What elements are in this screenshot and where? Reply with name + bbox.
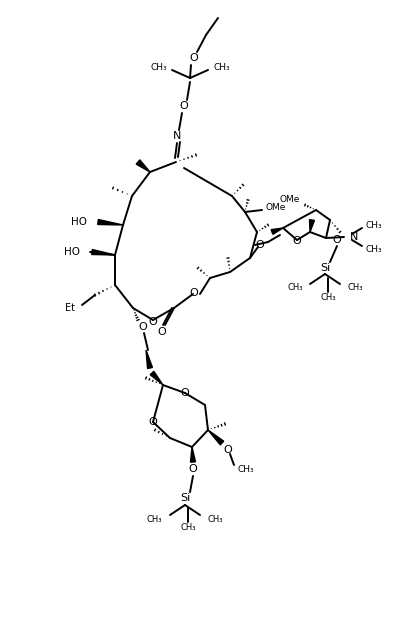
Text: O: O	[190, 288, 198, 298]
Text: OMe: OMe	[266, 202, 286, 212]
Polygon shape	[310, 220, 314, 232]
Text: Si: Si	[180, 493, 190, 503]
Polygon shape	[136, 160, 150, 172]
Text: O: O	[293, 236, 301, 246]
Text: O: O	[149, 417, 157, 427]
Polygon shape	[271, 228, 283, 234]
Text: CH₃: CH₃	[147, 515, 162, 523]
Text: O: O	[149, 317, 157, 327]
Text: HO: HO	[64, 247, 80, 257]
Text: HO: HO	[71, 217, 87, 227]
Text: O: O	[180, 101, 188, 111]
Text: CH₃: CH₃	[237, 466, 253, 475]
Text: Si: Si	[320, 263, 330, 273]
Text: O: O	[255, 240, 264, 250]
Text: CH₃: CH₃	[213, 63, 230, 71]
Text: O: O	[139, 322, 147, 332]
Polygon shape	[92, 250, 115, 255]
Polygon shape	[208, 430, 224, 445]
Text: CH₃: CH₃	[347, 282, 362, 292]
Text: O: O	[224, 445, 232, 455]
Text: N: N	[173, 131, 181, 141]
Text: O: O	[189, 464, 197, 474]
Text: O: O	[332, 235, 342, 245]
Text: CH₃: CH₃	[151, 63, 167, 71]
Text: OMe: OMe	[280, 195, 300, 205]
Text: CH₃: CH₃	[366, 245, 383, 254]
Text: CH₃: CH₃	[320, 294, 336, 302]
Text: CH₃: CH₃	[288, 282, 303, 292]
Text: CH₃: CH₃	[180, 523, 196, 533]
Text: CH₃: CH₃	[366, 220, 383, 230]
Text: Et: Et	[65, 303, 75, 313]
Polygon shape	[191, 447, 195, 462]
Text: N: N	[350, 232, 358, 242]
Polygon shape	[98, 220, 123, 225]
Polygon shape	[150, 371, 163, 385]
Text: O: O	[158, 327, 166, 337]
Text: CH₃: CH₃	[208, 515, 224, 523]
Polygon shape	[146, 350, 152, 369]
Text: O: O	[190, 53, 198, 63]
Text: O: O	[181, 388, 189, 398]
